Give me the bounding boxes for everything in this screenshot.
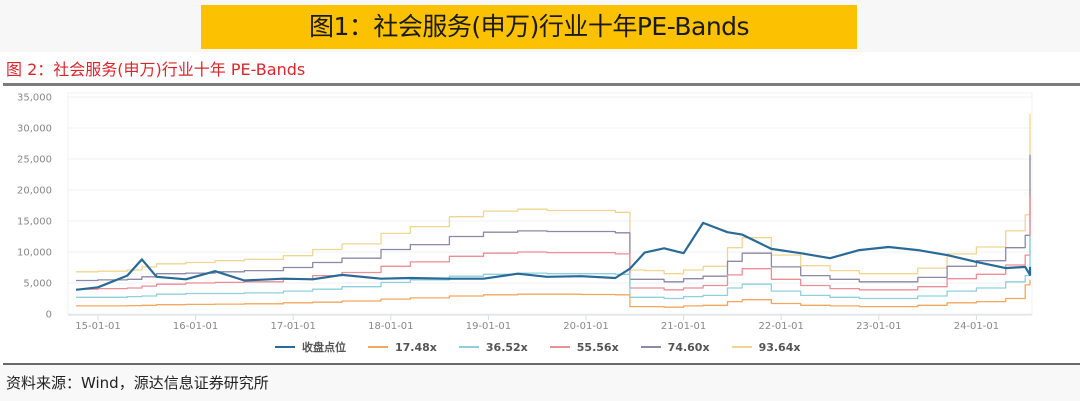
legend-line-icon [640,346,661,348]
legend-label: 17.48x [395,340,437,354]
banner-title: 图1：社会服务(申万)行业十年PE-Bands [201,5,857,49]
x-tick-label: 21-01-01 [661,321,706,332]
legend-label: 收盘点位 [302,341,346,354]
legend-item: 74.60x [640,340,710,354]
y-tick-label: 25,000 [17,155,52,166]
x-tick-label: 17-01-01 [271,321,316,332]
x-tick-label: 24-01-01 [954,321,999,332]
x-tick-label: 18-01-01 [368,321,413,332]
legend-line-icon [368,346,388,348]
divider-top [3,83,1080,86]
source-note: 资料来源：Wind，源达信息证券研究所 [6,374,269,392]
x-tick-label: 20-01-01 [563,321,608,332]
legend-item: 36.52x [458,340,528,354]
legend-label: 55.56x [576,340,619,354]
y-tick-label: 30,000 [17,124,52,135]
x-tick-label: 15-01-01 [75,321,120,332]
series-line-93.64x [76,113,1031,275]
plot-frame [67,92,1033,315]
footer-background [0,365,1080,401]
legend-line-icon [549,346,570,348]
legend-line-icon [458,346,479,348]
legend-label: 74.60x [667,340,710,354]
y-tick-label: 20,000 [17,186,52,197]
legend-item: 93.64x [731,340,801,354]
y-tick-label: 10,000 [17,248,52,259]
x-tick-label: 23-01-01 [856,321,901,332]
series-line-17.48x [76,279,1031,308]
series-line-55.56x [76,195,1031,291]
series-line-收盘点位 [75,221,1032,291]
legend-item: 55.56x [549,340,619,354]
divider-bottom [3,363,1080,365]
legend-line-icon [275,346,295,348]
y-tick-label: 35,000 [17,93,52,104]
legend-label: 93.64x [758,340,801,354]
x-tick-label: 22-01-01 [759,321,804,332]
x-tick-label: 16-01-01 [173,321,218,332]
y-tick-label: 0 [46,310,52,321]
legend-label: 36.52x [485,340,528,354]
x-tick-label: 19-01-01 [466,321,511,332]
legend-item: 17.48x [368,341,437,354]
banner-background: 图1：社会服务(申万)行业十年PE-Bands [0,0,1080,52]
chart-legend: 收盘点位 17.48x 36.52x 55.56x 74.60x 93.64x [275,339,800,355]
legend-item: 收盘点位 [275,339,346,355]
legend-line-icon [731,346,752,348]
series-line-74.60x [76,154,1031,283]
pe-bands-chart: 0 5,000 10,000 15,000 20,000 25,000 30,000 35,0… [17,92,1033,332]
y-tick-label: 5,000 [23,279,52,290]
y-tick-label: 15,000 [17,217,52,228]
figure-title: 图 2：社会服务(申万)行业十年 PE-Bands [6,60,306,79]
series-line-36.52x [76,236,1031,300]
